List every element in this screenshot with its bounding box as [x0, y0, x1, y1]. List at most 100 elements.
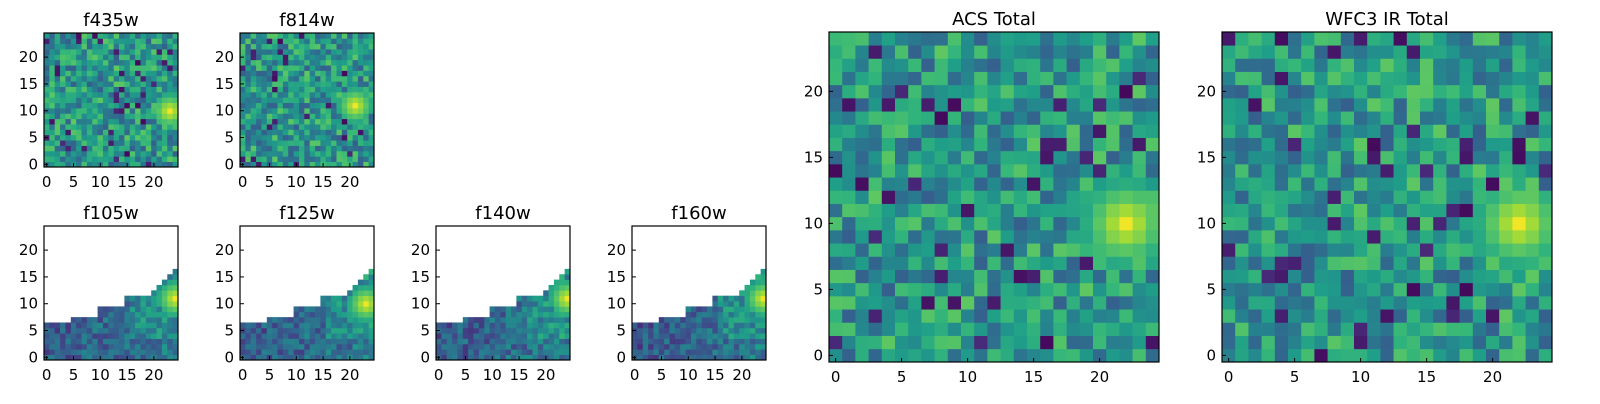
heatmap-cell [86, 59, 93, 66]
heatmap-cell [1525, 84, 1540, 99]
heatmap-cell [527, 327, 533, 334]
heatmap-cell [325, 86, 332, 93]
heatmap-cell [1538, 243, 1553, 257]
heatmap-cell [49, 150, 56, 157]
heatmap-cell [288, 43, 294, 50]
heatmap-cell [1367, 177, 1381, 191]
heatmap-cell [1486, 269, 1500, 284]
heatmap-cell [161, 43, 168, 50]
heatmap-cell [288, 91, 294, 98]
heatmap-cell [325, 317, 332, 323]
heatmap-cell [987, 150, 1001, 165]
heatmap-cell [1027, 348, 1041, 363]
heatmap-cell [728, 301, 735, 307]
heatmap-cell [341, 161, 348, 168]
heatmap-cell [102, 113, 109, 120]
x-tick-label: 0 [238, 366, 248, 384]
heatmap-cell [261, 150, 268, 157]
heatmap-cell [532, 306, 539, 313]
heatmap-cell [288, 156, 294, 162]
heatmap-cell [441, 333, 448, 339]
heatmap-cell [81, 349, 88, 355]
heatmap-cell [1512, 164, 1526, 178]
heatmap-cell [256, 43, 262, 50]
heatmap-cell [1261, 203, 1276, 218]
heatmap-cell [245, 43, 252, 50]
heatmap-cell [161, 134, 168, 141]
heatmap-cell [881, 164, 896, 178]
heatmap-cell [696, 333, 703, 339]
heatmap-cell [1393, 230, 1408, 244]
heatmap-cell [282, 327, 289, 334]
heatmap-cell [92, 338, 98, 345]
heatmap-cell [357, 317, 364, 323]
heatmap-cell [1145, 296, 1160, 310]
heatmap-cell [368, 284, 375, 291]
heatmap-cell [97, 97, 104, 104]
heatmap-cell [102, 91, 109, 98]
heatmap-cell [895, 150, 909, 165]
heatmap-cell [1406, 137, 1421, 152]
heatmap-cell [44, 145, 50, 152]
heatmap-cell [293, 333, 300, 339]
heatmap-cell [76, 118, 82, 125]
heatmap-cell [1261, 243, 1276, 257]
heatmap-cell [70, 140, 77, 146]
heatmap-cell [701, 317, 708, 323]
heatmap-cell [86, 33, 93, 39]
heatmap-cell [172, 327, 179, 334]
heatmap-cell [1119, 335, 1133, 350]
heatmap-cell [298, 354, 305, 361]
heatmap-cell [908, 58, 922, 72]
heatmap-cell [1261, 335, 1276, 350]
heatmap-cell [347, 134, 353, 141]
heatmap-cell [341, 75, 348, 82]
heatmap-cell [1235, 98, 1249, 112]
heatmap-cell [288, 161, 294, 168]
heatmap-cell [60, 327, 66, 334]
heatmap-cell [1053, 322, 1067, 336]
heatmap-cell [167, 43, 173, 50]
heatmap-cell [161, 102, 168, 109]
heatmap-cell [309, 43, 316, 50]
heatmap-cell [728, 338, 735, 345]
heatmap-cell [108, 97, 115, 104]
heatmap-cell [331, 295, 337, 302]
heatmap-cell [266, 129, 273, 136]
heatmap-cell [261, 102, 268, 109]
heatmap-cell [341, 327, 348, 334]
heatmap-cell [161, 156, 168, 162]
heatmap-cell [478, 343, 485, 350]
heatmap-cell [1433, 98, 1447, 112]
heatmap-cell [167, 49, 173, 55]
heatmap-cell [1314, 322, 1328, 336]
heatmap-cell [1459, 296, 1474, 310]
heatmap-cell [478, 349, 485, 355]
heatmap-cell [336, 301, 343, 307]
heatmap-cell [868, 269, 883, 284]
heatmap-cell [1235, 164, 1249, 178]
heatmap-cell [739, 349, 745, 355]
heatmap-cell [868, 282, 883, 297]
heatmap-cell [553, 284, 560, 291]
heatmap-cell [363, 333, 369, 339]
heatmap-cell [881, 269, 896, 284]
heatmap-cell [987, 296, 1001, 310]
heatmap-cell [1486, 150, 1500, 165]
heatmap-cell [151, 311, 157, 318]
heatmap-cell [298, 129, 305, 136]
heatmap-cell [1538, 124, 1553, 138]
heatmap-cell [1079, 256, 1094, 270]
heatmap-cell [1013, 243, 1028, 257]
heatmap-cell [368, 349, 375, 355]
heatmap-cell [1406, 348, 1421, 363]
heatmap-cell [293, 317, 300, 323]
heatmap-cell [961, 335, 975, 350]
heatmap-cell [97, 306, 104, 313]
heatmap-cell [135, 97, 141, 104]
x-tick-label: 20 [732, 366, 751, 384]
heatmap-cell [1472, 164, 1487, 178]
heatmap-cell [277, 333, 284, 339]
heatmap-cell [653, 338, 660, 345]
heatmap-cell [325, 118, 332, 125]
